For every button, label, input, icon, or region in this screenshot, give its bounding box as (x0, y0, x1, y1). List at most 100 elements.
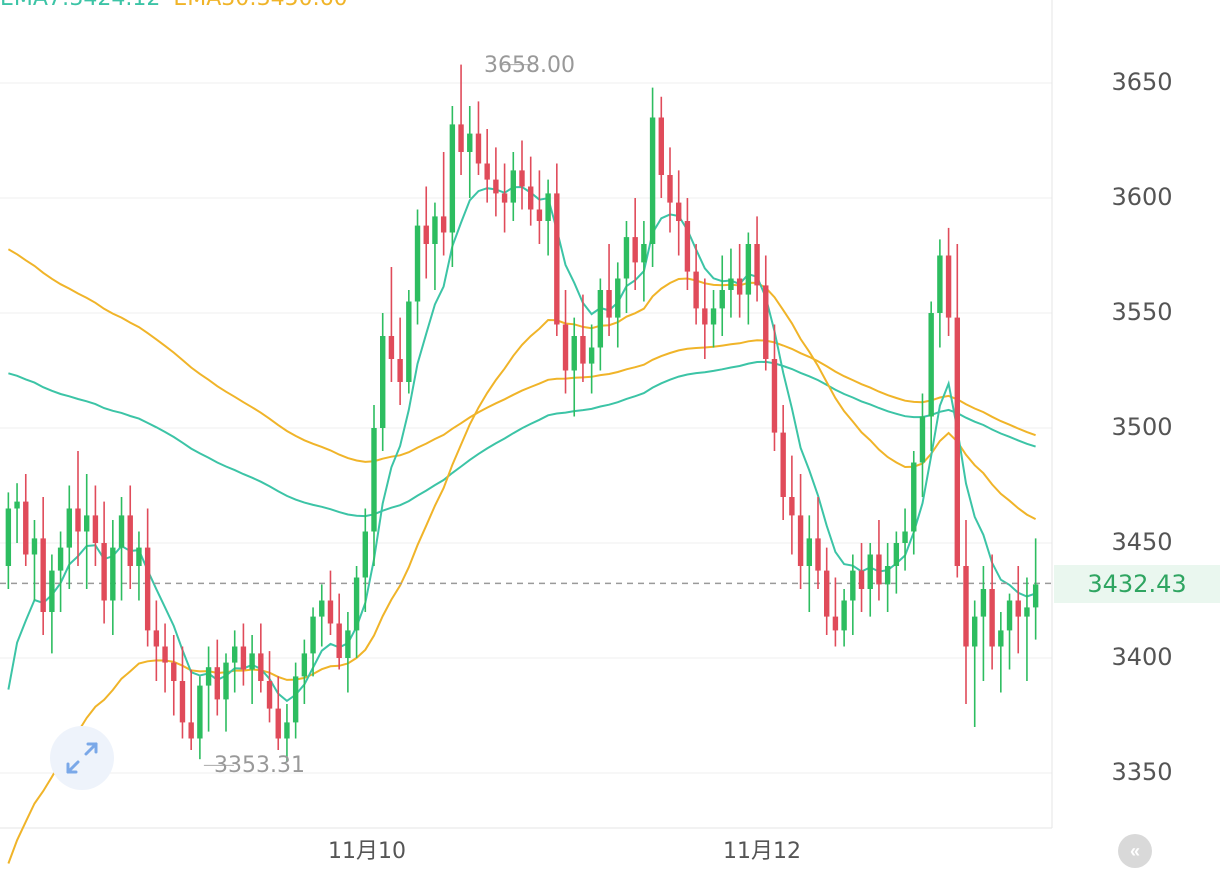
candle-body (258, 653, 264, 681)
candle-body (484, 163, 490, 180)
candle-body (75, 508, 81, 532)
x-tick-label: 11月12 (723, 839, 801, 864)
candle-body (458, 124, 464, 152)
candle-body (101, 543, 107, 601)
candle-body (841, 600, 847, 631)
candle-body (658, 117, 664, 175)
candle-body (49, 570, 55, 612)
candle-body (545, 193, 551, 221)
candle-body (858, 570, 865, 589)
candle-body (449, 124, 456, 233)
ema99-teal-line (8, 360, 1036, 518)
candle-body (23, 501, 29, 555)
candle-body (118, 515, 125, 548)
candle-body (144, 547, 151, 631)
candle-body (797, 515, 804, 566)
candle-body (754, 244, 760, 286)
candle-body (597, 290, 604, 348)
low-label: 3353.31 (214, 753, 305, 778)
candle-body (153, 630, 160, 647)
candle-body (745, 244, 752, 295)
candle-body (301, 653, 308, 677)
expand-icon (66, 742, 98, 774)
candle-body (554, 193, 560, 325)
candle-body (380, 336, 386, 428)
candle-body (528, 186, 534, 210)
ema7-line (7, 185, 1036, 703)
y-tick-label: 3400 (1111, 643, 1173, 671)
candle-body (815, 538, 821, 571)
candle-body (702, 308, 708, 325)
candle-body (275, 708, 281, 739)
candle-body (884, 566, 891, 585)
candle-body (232, 646, 238, 663)
candle-body (580, 336, 586, 364)
candle-body (893, 543, 900, 566)
current-price-tag: 3432.43 (1054, 565, 1220, 603)
candle-body (832, 616, 839, 631)
candle-body (14, 501, 20, 509)
candle-body (806, 538, 812, 566)
candle-body (562, 324, 569, 371)
candle-body (501, 193, 508, 203)
y-tick-label: 3500 (1111, 413, 1173, 441)
ema7-legend-label: EMA7:3424.12 (0, 0, 160, 11)
candle-body (319, 600, 325, 617)
candle-body (284, 722, 290, 739)
candle-body (911, 462, 917, 532)
candle-body (353, 577, 360, 631)
candle-body (710, 308, 717, 325)
candle-body (980, 589, 987, 617)
candle-body (249, 653, 255, 670)
candle-body (676, 202, 682, 221)
candle-body (362, 531, 368, 578)
candle-body (1006, 600, 1013, 631)
candle-body (336, 623, 342, 658)
candle-body (240, 646, 247, 670)
candle-body (519, 170, 525, 187)
candle-body (902, 531, 908, 543)
candle-body (440, 216, 447, 233)
candle-body (728, 278, 734, 290)
candle-body (162, 646, 168, 663)
candle-body (667, 175, 673, 203)
collapse-button[interactable]: « (1118, 834, 1152, 868)
y-tick-label: 3350 (1111, 758, 1173, 786)
candle-body (615, 278, 621, 318)
candle-body (136, 547, 142, 566)
expand-button[interactable] (50, 726, 114, 790)
candle-body (327, 600, 334, 624)
candle-body (179, 681, 186, 723)
candle-body (736, 278, 743, 295)
candle-body (110, 547, 116, 601)
candle-body (5, 508, 12, 566)
candle-body (989, 589, 995, 647)
ema30-line (7, 277, 1037, 864)
candle-body (963, 566, 969, 647)
candle-body (1015, 600, 1021, 617)
candle-body (937, 255, 943, 313)
candle-body (92, 515, 99, 543)
candle-body (475, 133, 482, 164)
candle-body (693, 271, 699, 309)
candle-body (632, 237, 638, 263)
candle-body (606, 290, 612, 318)
candle-body (1032, 584, 1039, 608)
candle-body (414, 225, 421, 302)
candle-body (57, 547, 64, 571)
candle-body (780, 432, 786, 497)
candle-body (310, 616, 316, 654)
candle-body (719, 290, 725, 309)
candle-body (345, 630, 351, 658)
candle-body (919, 416, 926, 463)
candle-body (928, 313, 934, 417)
candle-body (972, 616, 978, 647)
candle-body (423, 225, 429, 244)
candle-body (623, 237, 630, 279)
high-label: 3658.00 (484, 53, 575, 78)
candle-body (588, 347, 595, 364)
candle-body (789, 497, 795, 516)
candle-body (84, 515, 90, 532)
candle-body (945, 255, 952, 318)
